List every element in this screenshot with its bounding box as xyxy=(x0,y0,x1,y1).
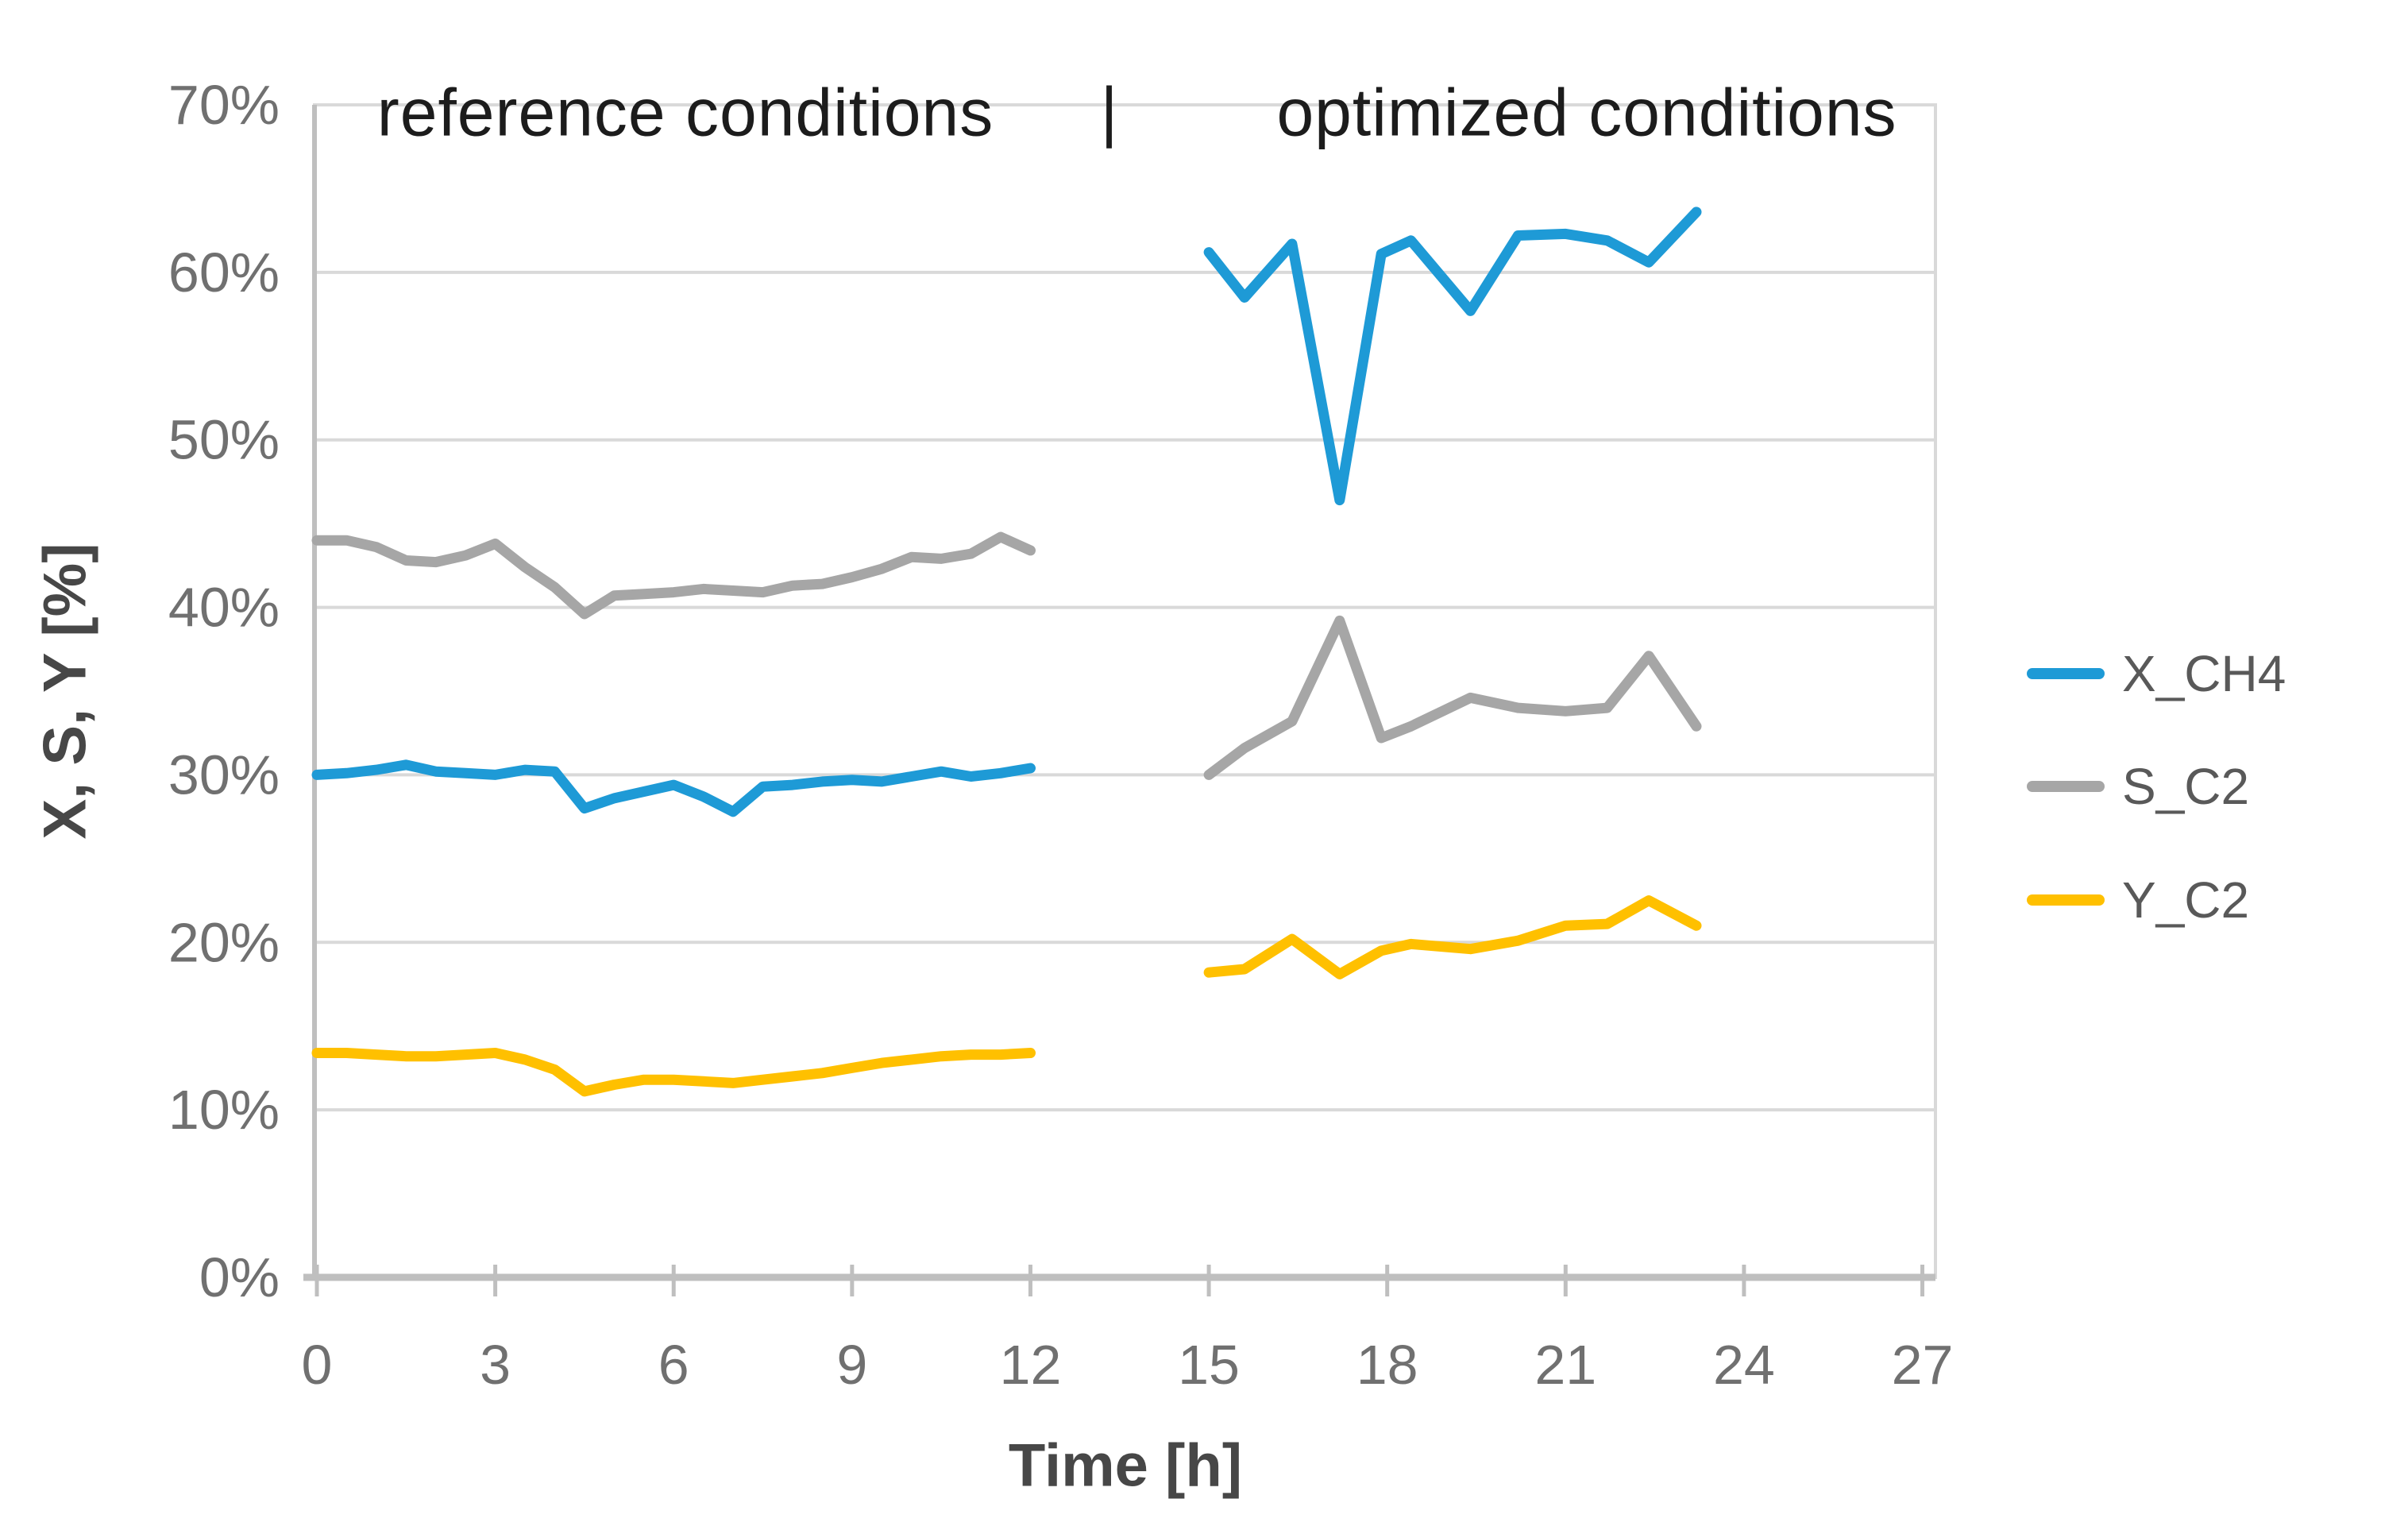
series-line-s_c2-segment-1 xyxy=(311,531,1036,620)
legend-swatch-y-c2-line xyxy=(2027,894,2105,906)
annotation-optimized-conditions: optimized conditions xyxy=(1276,75,1897,150)
annotation-divider-bar: | xyxy=(1100,73,1119,149)
series-line-y_c2-segment-2 xyxy=(1203,895,1702,979)
x-tick-label-27: 27 xyxy=(1892,1334,1954,1396)
legend-item-s-c2: S_C2 xyxy=(2027,758,2250,815)
x-tick-label-12: 12 xyxy=(1000,1334,1062,1396)
x-tick-label-24: 24 xyxy=(1713,1334,1775,1396)
series-line-x_ch4-segment-1 xyxy=(311,759,1036,817)
x-tick-label-6: 6 xyxy=(658,1334,689,1396)
legend-label: S_C2 xyxy=(2122,758,2250,815)
annotation-reference-conditions: reference conditions xyxy=(376,75,994,150)
y-tick-label-10: 10% xyxy=(168,1079,280,1141)
y-tick-label-30: 30% xyxy=(168,744,280,805)
x-tick-label-0: 0 xyxy=(302,1334,333,1396)
legend-swatch-s-c2-line xyxy=(2027,781,2105,792)
y-axis-title: X, S, Y [%] xyxy=(31,543,99,840)
series-line-x_ch4-segment-2 xyxy=(1203,207,1702,506)
plot-border xyxy=(313,103,1937,1279)
x-axis-title: Time [h] xyxy=(1008,1431,1243,1500)
legend-item-y-c2: Y_C2 xyxy=(2027,871,2250,929)
series-line-s_c2-segment-2 xyxy=(1203,615,1702,780)
y-tick-label-40: 40% xyxy=(168,577,280,639)
x-tick-label-21: 21 xyxy=(1534,1334,1596,1396)
y-tick-label-60: 60% xyxy=(168,241,280,303)
legend-item-x-ch4: X_CH4 xyxy=(2027,645,2286,702)
y-tick-label-0: 0% xyxy=(199,1246,280,1308)
legend-label: Y_C2 xyxy=(2122,871,2250,929)
series-line-y_c2-segment-1 xyxy=(311,1048,1036,1097)
x-tick-label-15: 15 xyxy=(1178,1334,1240,1396)
x-tick-label-9: 9 xyxy=(836,1334,867,1396)
x-tick-label-18: 18 xyxy=(1356,1334,1418,1396)
legend-swatch-x-ch4-line xyxy=(2027,668,2105,679)
y-tick-label-50: 50% xyxy=(168,409,280,471)
y-tick-label-70: 70% xyxy=(168,74,280,136)
x-tick-label-3: 3 xyxy=(480,1334,511,1396)
legend: X_CH4 S_C2 Y_C2 xyxy=(2027,0,2400,1526)
y-tick-label-20: 20% xyxy=(168,911,280,973)
legend-label: X_CH4 xyxy=(2122,645,2286,702)
